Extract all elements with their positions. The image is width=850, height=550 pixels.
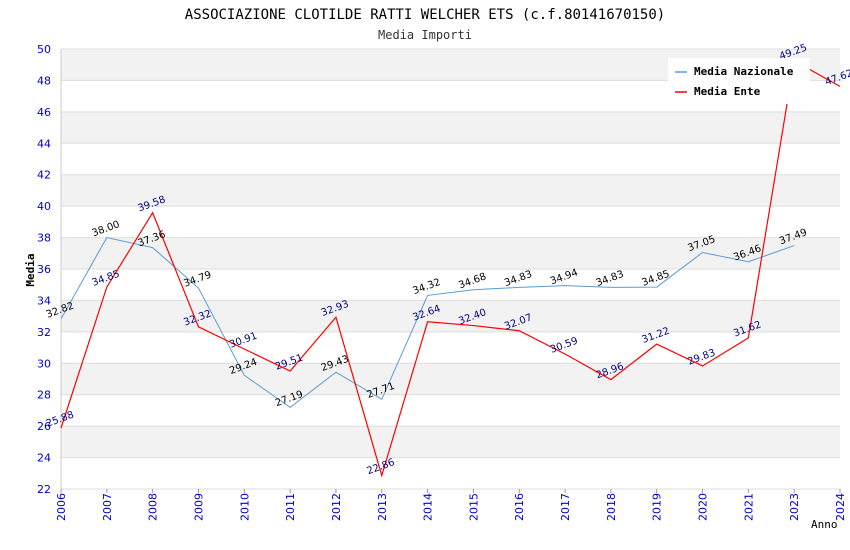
grid-band (61, 237, 840, 269)
y-tick-label: 46 (37, 106, 51, 119)
chart-title: ASSOCIAZIONE CLOTILDE RATTI WELCHER ETS … (185, 7, 665, 23)
y-tick-label: 50 (37, 43, 51, 56)
x-tick-label: 2024 (834, 493, 847, 521)
y-axis-label: Media (24, 253, 37, 286)
x-tick-label: 2010 (238, 493, 251, 521)
x-tick-label: 2018 (605, 493, 618, 521)
grid-band (61, 143, 840, 175)
x-tick-label: 2009 (192, 493, 205, 521)
x-tick-label: 2008 (147, 493, 160, 521)
y-tick-label: 42 (37, 169, 51, 182)
grid-band (61, 363, 840, 395)
grid-bands (60, 48, 840, 490)
grid-band (61, 206, 840, 238)
series-line-media-nazionale (60, 237, 795, 409)
grid-band (61, 331, 840, 364)
y-tick-label: 48 (37, 74, 51, 87)
grid-band (61, 426, 840, 458)
y-tick-label: 40 (37, 200, 51, 213)
x-tick-label: 2006 (55, 493, 68, 521)
y-tick-label: 24 (37, 452, 51, 465)
legend: Media Nazionale Media Ente (668, 58, 810, 104)
y-tick-label: 22 (37, 483, 51, 496)
x-tick-label: 2019 (651, 493, 664, 521)
chart-subtitle: Media Importi (378, 28, 472, 42)
series-lines (60, 59, 841, 478)
legend-box (668, 58, 810, 104)
y-axis-ticks: 22 24 26 28 30 32 34 36 38 40 42 44 46 48 50 (37, 43, 51, 496)
x-tick-label: 2012 (330, 493, 343, 521)
x-tick-label: 2016 (513, 493, 526, 521)
x-axis-label: Anno (811, 518, 838, 531)
x-tick-label: 2020 (697, 493, 710, 521)
x-tick-label: 2021 (742, 493, 755, 521)
grid-band (61, 394, 840, 427)
y-tick-label: 34 (37, 294, 51, 307)
y-tick-label: 26 (37, 420, 51, 433)
grid-band (61, 300, 840, 332)
y-tick-label: 38 (37, 232, 51, 245)
legend-label-media-ente: Media Ente (694, 85, 761, 98)
x-tick-label: 2015 (467, 493, 480, 521)
series-line-media-ente (60, 59, 841, 478)
y-tick-label: 36 (37, 263, 51, 276)
y-tick-label: 30 (37, 357, 51, 370)
x-tick-label: 2011 (284, 493, 297, 521)
grid-band (61, 111, 840, 144)
x-tick-label: 2017 (559, 493, 572, 521)
grid-band (61, 457, 840, 489)
x-tick-label: 2023 (788, 493, 801, 521)
grid-band (61, 269, 840, 301)
y-tick-label: 44 (37, 137, 51, 150)
grid-band (61, 174, 840, 207)
y-tick-label: 32 (37, 326, 51, 339)
x-tick-label: 2014 (422, 493, 435, 521)
y-tick-label: 28 (37, 389, 51, 402)
x-tick-label: 2013 (376, 493, 389, 521)
x-axis-ticks: 2006 2007 2008 2009 2010 2011 2012 2013 2014 2015… (55, 489, 847, 521)
legend-label-media-nazionale: Media Nazionale (694, 65, 794, 78)
x-tick-label: 2007 (101, 493, 114, 521)
